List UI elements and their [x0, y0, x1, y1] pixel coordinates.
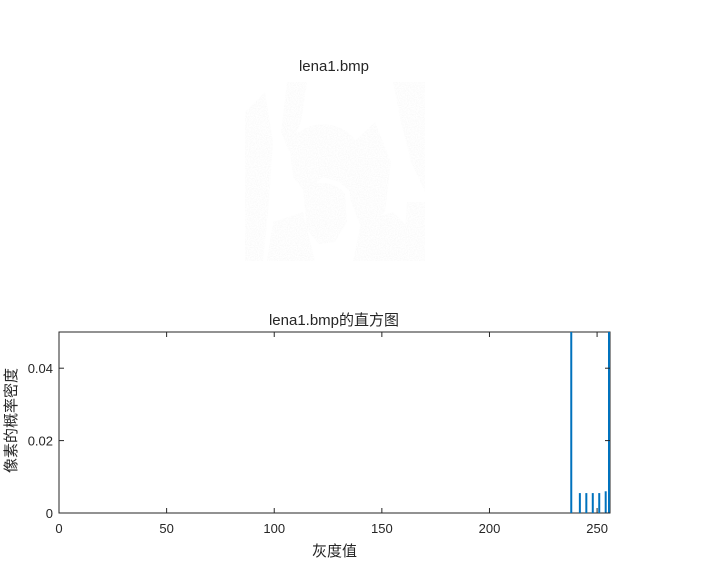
x-tick-label: 100 — [263, 521, 285, 536]
x-tick-label: 200 — [479, 521, 501, 536]
y-axis: 0 0.02 0.04 — [28, 361, 610, 521]
plot-area — [58, 331, 611, 514]
x-axis-label: 灰度值 — [312, 542, 357, 560]
y-tick-label: 0.04 — [28, 361, 53, 376]
x-tick-label: 50 — [159, 521, 173, 536]
y-axis-label: 像素的概率密度 — [2, 368, 20, 473]
x-tick-label: 0 — [55, 521, 62, 536]
chart-title: lena1.bmp的直方图 — [268, 312, 400, 329]
y-tick-label: 0.02 — [28, 434, 53, 449]
y-tick-label: 0 — [46, 506, 53, 521]
lena-image — [243, 82, 425, 261]
bars-group — [570, 332, 610, 513]
lena-image-graphic — [243, 82, 425, 261]
x-tick-label: 250 — [586, 521, 608, 536]
x-axis: 0 50 100 150 200 250 — [55, 332, 608, 536]
x-tick-label: 150 — [371, 521, 393, 536]
image-title: lena1.bmp — [298, 58, 370, 75]
